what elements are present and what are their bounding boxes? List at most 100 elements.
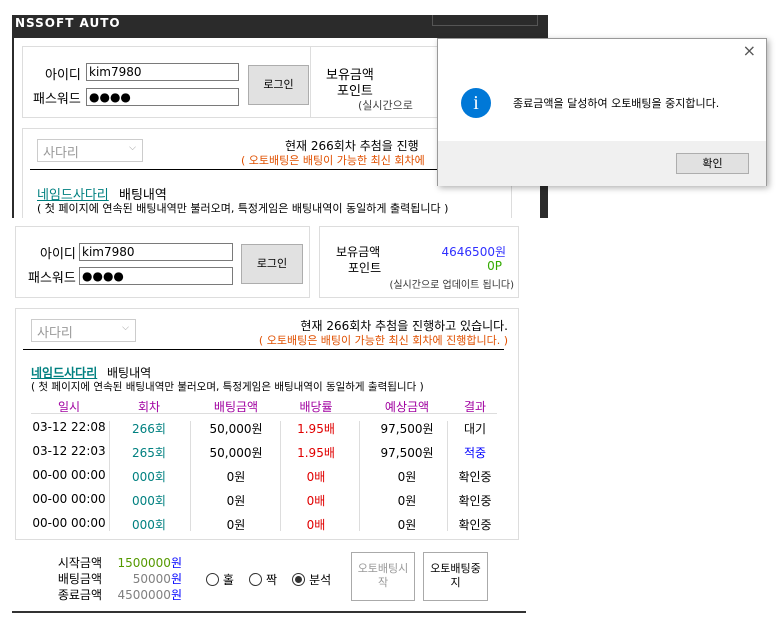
table-cell: 000회 — [132, 518, 166, 532]
bet-amount-label: 배팅금액 — [57, 572, 102, 586]
won-unit: 원 — [170, 588, 182, 602]
table-cell: 0원 — [226, 518, 246, 532]
table-cell: 000회 — [132, 470, 166, 484]
table-cell: 00-00 00:00 — [32, 468, 106, 482]
table-cell: 0원 — [226, 470, 246, 484]
header-divider — [31, 413, 497, 414]
table-cell: 0원 — [397, 470, 417, 484]
close-icon[interactable]: × — [742, 41, 756, 60]
pw-label: 패스워드 — [28, 271, 76, 286]
ok-button[interactable]: 확인 — [676, 153, 749, 174]
balance-note: (실시간으로 업데이트 됩니다) — [389, 280, 514, 291]
table-cell: 97,500원 — [380, 422, 434, 436]
table-row: 00-00 00:00 000회 0원 0배 0원 확인중 — [16, 468, 520, 484]
settings-labels: 시작금액 배팅금액 종료금액 — [40, 555, 102, 603]
window-title: NSSOFT AUTO — [15, 16, 121, 30]
table-cell: 0원 — [397, 518, 417, 532]
end-amount-field[interactable]: 4500000원 — [110, 587, 183, 603]
table-cell: 적중 — [463, 446, 487, 460]
login-panel: 아이디 kim7980 패스워드 ●●●● 로그인 — [15, 226, 310, 298]
column-divider — [447, 421, 448, 531]
table-cell: 0배 — [306, 518, 326, 532]
radio-odd[interactable]: 홀 — [206, 573, 234, 587]
table-cell: 0배 — [306, 494, 326, 508]
pw-input[interactable]: ●●●● — [86, 88, 239, 106]
radio-even[interactable]: 짝 — [249, 573, 277, 587]
auto-notice: ( 오토배팅은 배팅이 가능한 최신 회차에 — [241, 154, 425, 167]
pw-label: 패스워드 — [33, 92, 81, 107]
radio-analysis[interactable]: 분석 — [292, 573, 331, 587]
start-amount-label: 시작금액 — [57, 556, 102, 570]
radio-button[interactable] — [249, 573, 263, 586]
balance-value: 4646500원 — [441, 245, 506, 259]
auto-notice: ( 오토배팅은 배팅이 가능한 최신 회차에 진행합니다. ) — [258, 334, 508, 347]
won-unit: 원 — [170, 556, 182, 570]
column-header: 회차 — [137, 400, 161, 414]
table-cell: 97,500원 — [380, 446, 434, 460]
balance-panel: 보유금액 4646500원 포인트 0P (실시간으로 업데이트 됩니다) — [319, 226, 519, 298]
balance-label: 보유금액 — [326, 68, 374, 83]
table-cell: 1.95배 — [297, 446, 335, 460]
radio-button[interactable] — [206, 573, 219, 586]
table-cell: 확인중 — [458, 518, 492, 532]
dialog-footer: 확인 — [438, 141, 766, 186]
end-amount-label: 종료금액 — [57, 588, 102, 602]
table-cell: 0원 — [397, 494, 417, 508]
history-note: ( 첫 페이지에 연속된 배팅내역만 불러오며, 특정게임은 배팅내역이 동일하… — [37, 202, 449, 215]
table-cell: 0배 — [306, 470, 326, 484]
table-row: 00-00 00:00 000회 0원 0배 0원 확인중 — [16, 492, 520, 508]
dialog-message: 종료금액을 달성하여 오토배팅을 중지합니다. — [513, 97, 720, 110]
table-cell: 0원 — [226, 494, 246, 508]
window-bottom-border — [12, 611, 526, 613]
settings-values: 1500000원 50000원 4500000원 — [110, 555, 183, 603]
game-select-value: 사다리 — [37, 326, 73, 341]
window-controls[interactable] — [432, 15, 538, 26]
start-amount-field[interactable]: 1500000원 — [110, 555, 183, 571]
history-title: 배팅내역 — [119, 188, 167, 203]
chevron-down-icon: ⌵ — [122, 323, 129, 333]
divider — [23, 349, 504, 350]
table-cell: 03-12 22:08 — [32, 420, 106, 434]
history-title: 배팅내역 — [107, 366, 152, 380]
game-select[interactable]: 사다리 ⌵ — [31, 319, 136, 342]
table-cell: 03-12 22:03 — [32, 444, 106, 458]
table-cell: 265회 — [132, 446, 166, 460]
table-cell: 00-00 00:00 — [32, 492, 106, 506]
radio-label: 홀 — [222, 573, 234, 587]
pw-input[interactable]: ●●●● — [79, 267, 233, 285]
login-button[interactable]: 로그인 — [241, 244, 303, 284]
radio-label: 짝 — [265, 573, 278, 587]
bet-option-group: 홀 짝 분석 — [206, 571, 331, 588]
table-cell: 000회 — [132, 494, 166, 508]
game-select[interactable]: 사다리 ⌵ — [37, 139, 143, 162]
auto-bet-start-button[interactable]: 오토배팅시작 — [351, 552, 415, 601]
message-dialog: × i 종료금액을 달성하여 오토배팅을 중지합니다. 확인 — [437, 38, 767, 186]
login-button[interactable]: 로그인 — [248, 65, 309, 105]
bet-amount-field[interactable]: 50000원 — [110, 571, 182, 587]
history-link[interactable]: 네임드사다리 — [31, 366, 98, 380]
table-cell: 266회 — [132, 422, 166, 436]
auto-bet-stop-button[interactable]: 오토배팅중지 — [423, 552, 488, 601]
column-header: 결과 — [463, 400, 487, 414]
column-header: 배팅금액 — [213, 400, 259, 414]
column-header: 일시 — [57, 400, 81, 414]
round-status: 현재 266회차 추첨을 진행 — [285, 139, 419, 153]
start-amount-value: 1500000 — [117, 556, 171, 570]
table-cell: 50,000원 — [209, 422, 263, 436]
game-select-value: 사다리 — [43, 146, 79, 161]
balance-note: (실시간으로 — [358, 99, 413, 112]
point-value: 0P — [487, 259, 502, 273]
column-divider — [359, 421, 360, 531]
column-divider — [190, 421, 191, 531]
login-panel: 아이디 kim7980 패스워드 ●●●● 로그인 — [22, 46, 318, 118]
table-header: 일시 회차 배팅금액 배당률 예상금액 결과 — [16, 398, 520, 414]
radio-button-selected[interactable] — [292, 573, 306, 586]
id-input[interactable]: kim7980 — [86, 63, 239, 81]
column-divider — [280, 421, 281, 531]
table-cell: 1.95배 — [297, 422, 335, 436]
id-input[interactable]: kim7980 — [79, 243, 233, 261]
table-row: 00-00 00:00 000회 0원 0배 0원 확인중 — [16, 516, 520, 532]
bet-amount-value: 50000 — [132, 572, 171, 586]
history-link[interactable]: 네임드사다리 — [37, 188, 109, 203]
table-row: 03-12 22:03 265회 50,000원 1.95배 97,500원 적중 — [16, 444, 520, 460]
